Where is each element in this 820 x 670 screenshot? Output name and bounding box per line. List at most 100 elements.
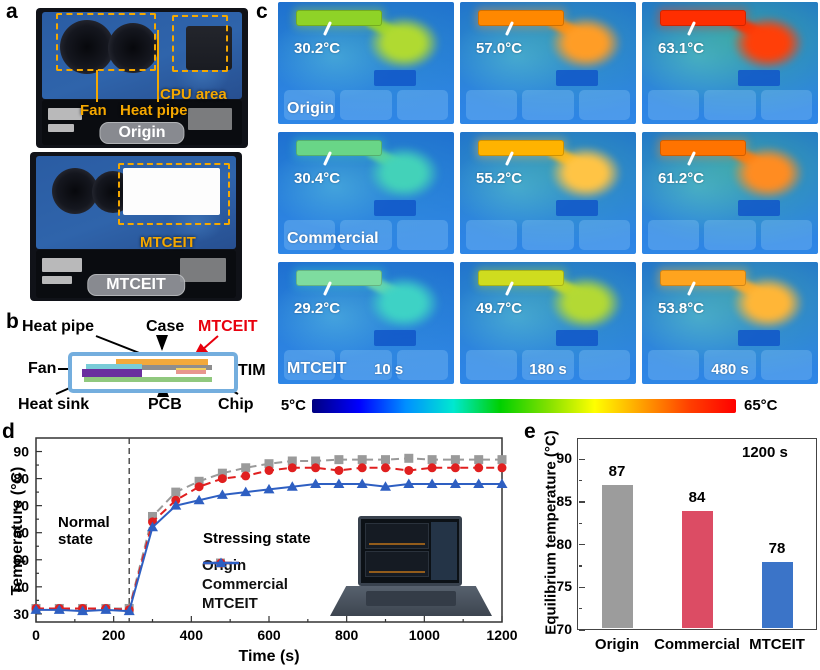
svg-text:600: 600	[257, 627, 281, 643]
fan-callout: Fan	[28, 360, 57, 377]
label-sticker	[42, 276, 73, 285]
bar-commercial	[681, 510, 713, 629]
label-sticker	[179, 258, 226, 283]
label-sticker	[48, 124, 75, 133]
sample-name-label: Origin	[287, 100, 335, 117]
mtceit-film-pad	[123, 168, 220, 215]
mtceit-callout: MTCEIT	[198, 318, 258, 335]
laptop-photo-mtceit: MTCEIT MTCEIT	[30, 152, 242, 301]
bar-value-label: 78	[768, 539, 786, 557]
y-tick-label: 85	[556, 493, 572, 509]
thermal-image: 55.2°C	[460, 132, 636, 254]
panel-letter-a: a	[6, 0, 18, 23]
laptop-base	[330, 586, 492, 616]
colorbar-max-label: 65°C	[744, 397, 778, 414]
mtceit-area-outline	[118, 163, 230, 225]
heat-sink-callout: Heat sink	[18, 396, 90, 413]
label-sticker	[48, 108, 83, 121]
category-label: MTCEIT	[749, 636, 805, 653]
line-chart-canvas: 0 200 400 600 800 1000 1200 30 40 50 60 70 80 90	[13, 437, 518, 643]
origin-badge: Origin	[99, 122, 185, 144]
y-tick-label: 70	[556, 621, 572, 637]
temperature-label: 57.0°C	[476, 40, 523, 57]
time-label: 180 s	[529, 361, 567, 378]
case-callout: Case	[146, 318, 185, 335]
time-label: 480 s	[711, 361, 749, 378]
svg-text:200: 200	[102, 627, 126, 643]
sample-name-label: MTCEIT	[287, 360, 347, 377]
y-tick-label: 80	[556, 535, 572, 552]
mtceit-layer	[116, 359, 208, 365]
panel-letter-e: e	[524, 420, 536, 443]
thermal-image: 29.2°C MTCEIT 10 s	[278, 262, 454, 384]
svg-text:30: 30	[13, 606, 29, 622]
category-label: Origin	[594, 636, 640, 653]
label-sticker	[187, 108, 232, 131]
sample-name-label: Commercial	[287, 230, 379, 247]
heat-pipe-pointer-line	[157, 30, 159, 102]
label-sticker	[42, 258, 83, 273]
svg-text:70: 70	[13, 498, 29, 514]
legend-entry: MTCEIT	[202, 557, 288, 613]
pcb-callout: PCB	[148, 396, 182, 413]
tim-callout: TIM	[238, 362, 266, 379]
temperature-line-chart: 0 200 400 600 800 1000 1200 30 40 50 60 70 80 90 Temp…	[0, 422, 548, 670]
temperature-colorbar	[312, 399, 736, 413]
svg-text:40: 40	[13, 579, 29, 595]
mtceit-area-label: MTCEIT	[140, 234, 196, 251]
thermal-image: 61.2°C	[642, 132, 818, 254]
y-axis-label: Temperature (°C)	[9, 466, 26, 596]
heat-sink-layer	[86, 364, 142, 369]
svg-text:0: 0	[32, 627, 40, 643]
category-label: Commercial	[654, 636, 740, 653]
thermal-image: 30.2°C Origin	[278, 2, 454, 124]
svg-text:1200: 1200	[486, 627, 517, 643]
svg-text:800: 800	[335, 627, 359, 643]
temperature-label: 29.2°C	[294, 300, 341, 317]
cooling-fan	[52, 168, 98, 214]
legend-entry: Commercial	[202, 558, 288, 594]
laptop-inset-photo	[330, 516, 492, 620]
cpu-area-label: CPU area	[160, 86, 227, 103]
heat-pipe-layer	[142, 365, 212, 370]
svg-text:80: 80	[13, 471, 29, 487]
colorbar-min-label: 5°C	[280, 397, 306, 414]
bar-value-label: 84	[688, 488, 706, 506]
time-label: 10 s	[374, 361, 404, 378]
time-annotation: 1200 s	[742, 444, 788, 461]
bar-value-label: 87	[608, 462, 626, 480]
temperature-label: 53.8°C	[658, 300, 705, 317]
y-tick-label: 75	[556, 578, 572, 595]
chart-legend: OriginCommercialMTCEIT	[202, 556, 288, 613]
thermal-image: 49.7°C 180 s	[460, 262, 636, 384]
mtceit-badge: MTCEIT	[87, 274, 185, 296]
temperature-label: 30.4°C	[294, 170, 341, 187]
thermal-image: 63.1°C	[642, 2, 818, 124]
temperature-label: 61.2°C	[658, 170, 705, 187]
temperature-label: 49.7°C	[476, 300, 523, 317]
heatsink-module	[186, 26, 232, 70]
fan-area-outline	[56, 13, 156, 71]
legend-label: MTCEIT	[202, 595, 258, 612]
laptop-photo-origin: CPU area Fan Heat pipe Origin	[36, 8, 248, 148]
fan-pointer-line	[96, 70, 98, 102]
panel-letter-c: c	[256, 0, 268, 23]
panel-letter-d: d	[2, 420, 15, 443]
bar-origin	[601, 484, 633, 629]
x-axis-label: Time (s)	[238, 648, 300, 665]
normal-state-annotation: Normal state	[58, 514, 110, 548]
thermal-image: 30.4°C Commercial	[278, 132, 454, 254]
pcb-layer	[84, 377, 212, 382]
laptop-screen	[358, 516, 462, 586]
heat-pipe-label: Heat pipe	[120, 102, 188, 119]
schematic-cross-section: Heat pipe Case MTCEIT Fan TIM Heat sink …	[0, 316, 272, 422]
bar-mtceit	[761, 561, 793, 629]
svg-text:400: 400	[180, 627, 204, 643]
fan-layer	[82, 369, 142, 377]
thermal-image: 57.0°C	[460, 2, 636, 124]
svg-text:60: 60	[13, 525, 29, 541]
chip-callout: Chip	[218, 396, 254, 413]
equilibrium-bar-chart: Equilibrium temperature (°C) 1200 s 70 75…	[524, 422, 820, 670]
temperature-label: 55.2°C	[476, 170, 523, 187]
